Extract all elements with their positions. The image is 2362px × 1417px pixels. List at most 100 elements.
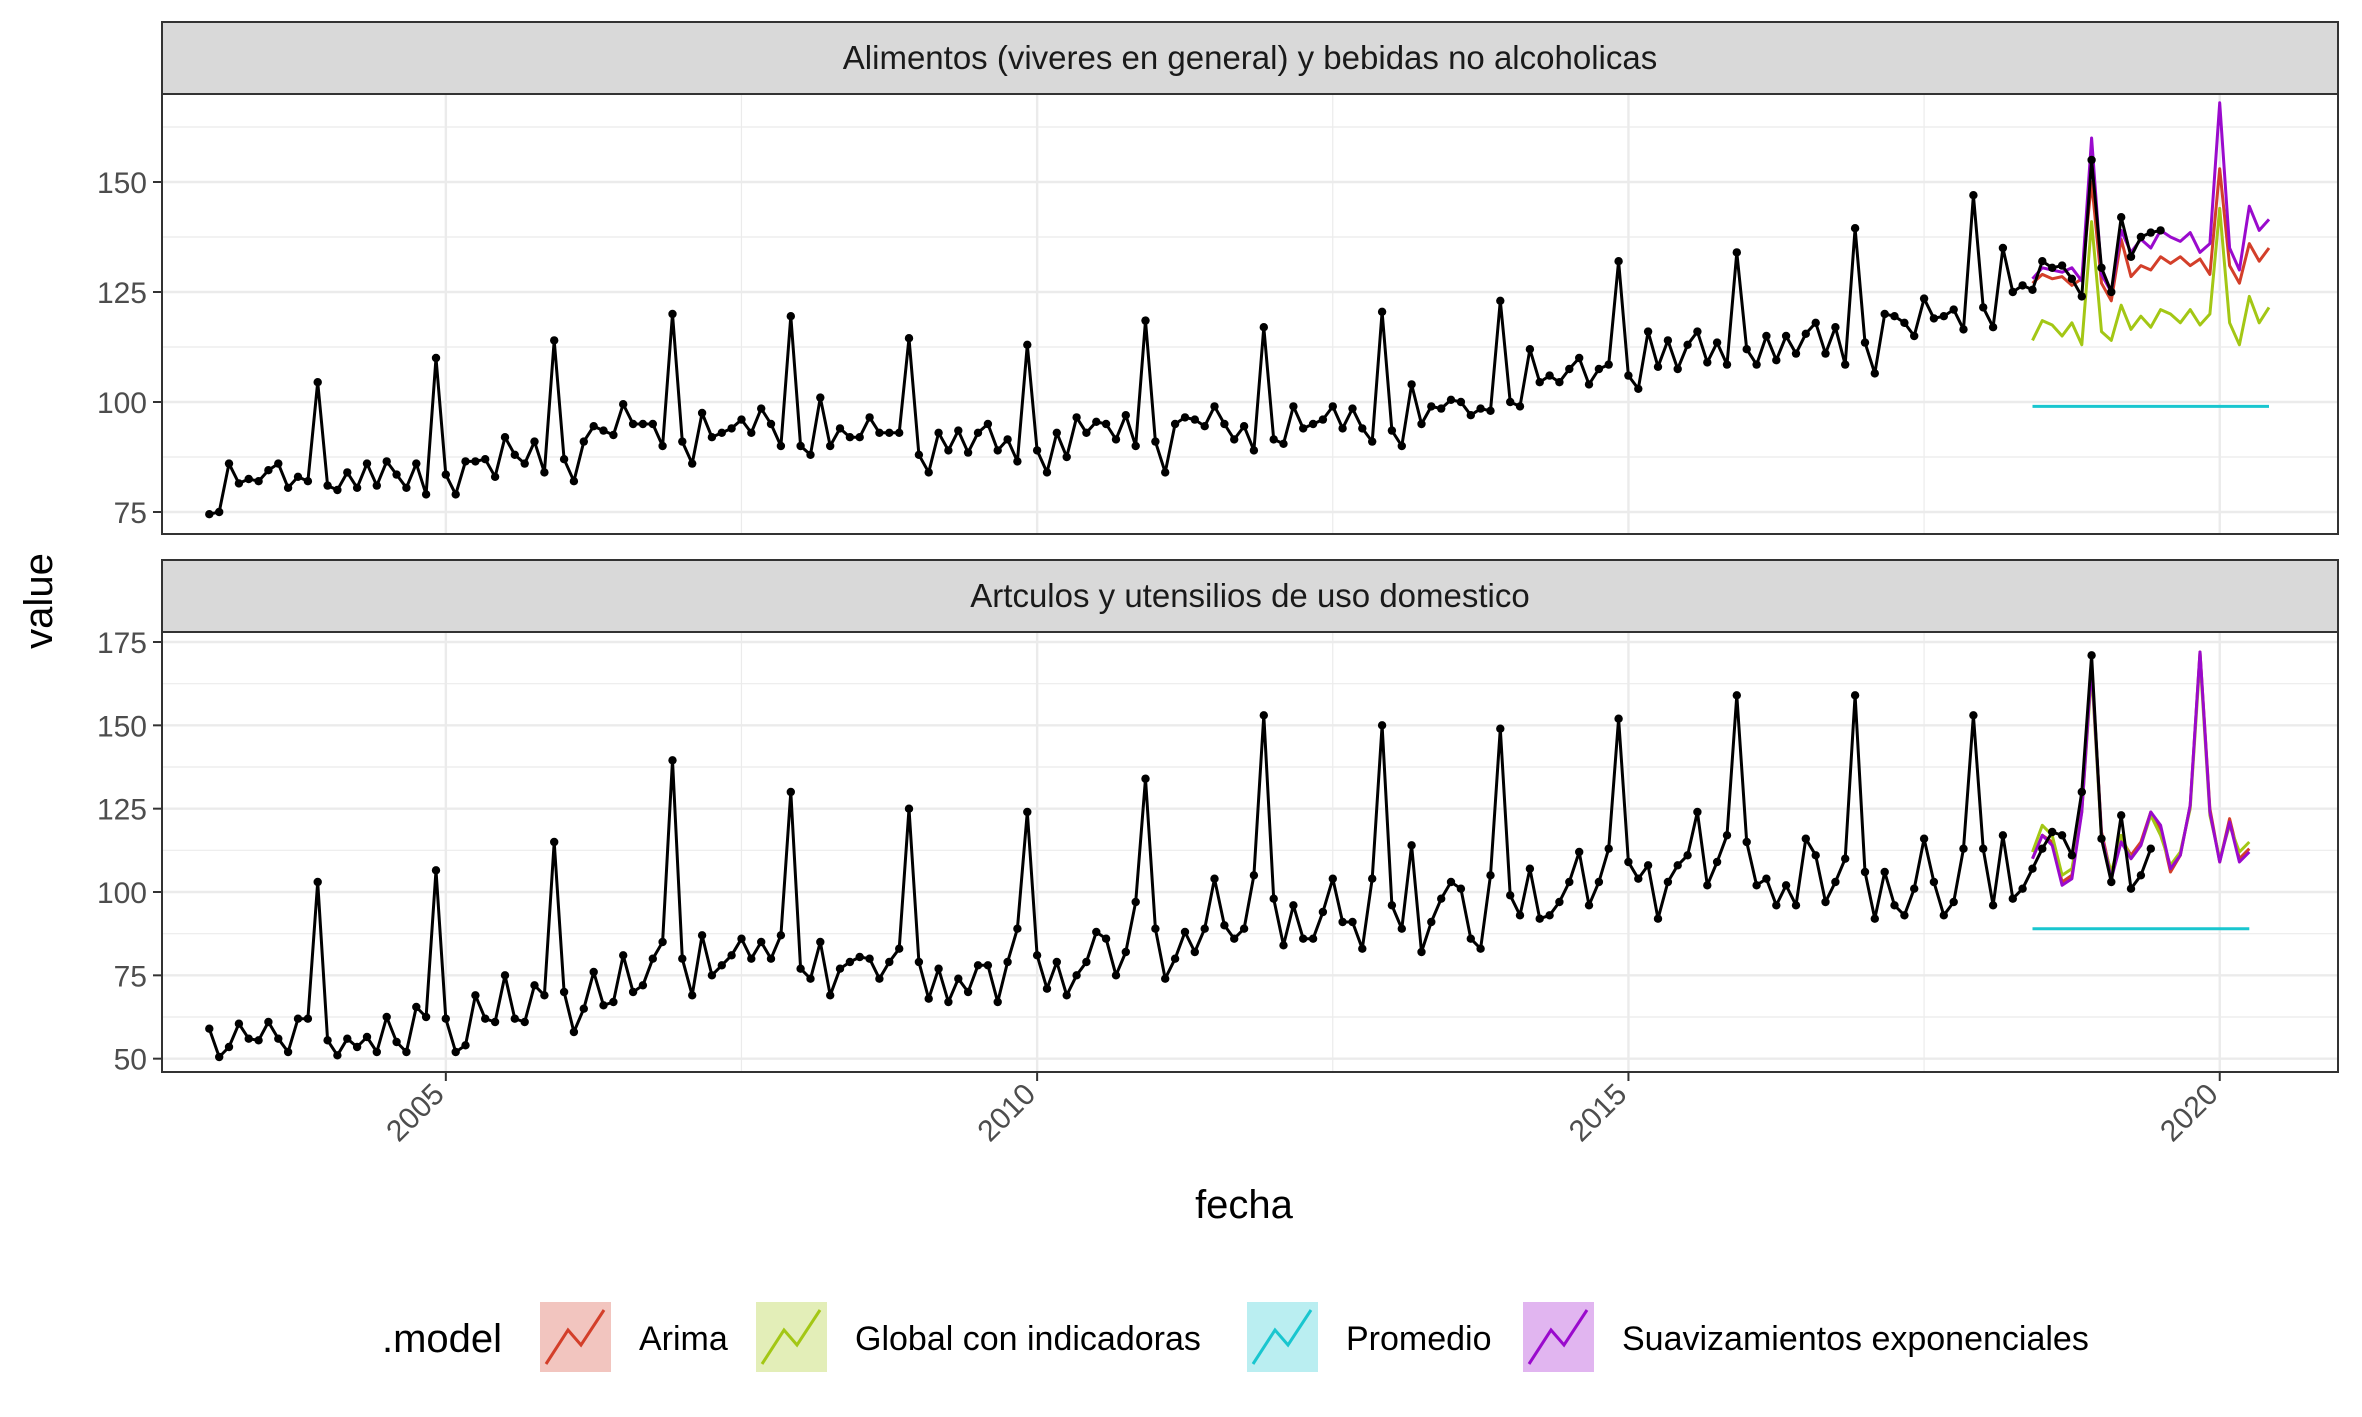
data-point — [1732, 248, 1742, 257]
data-point — [1170, 419, 1180, 429]
data-point — [451, 1047, 460, 1057]
data-point — [1870, 369, 1880, 378]
data-point — [1476, 944, 1485, 953]
data-point — [1377, 307, 1387, 316]
data-point — [569, 477, 579, 486]
data-point — [885, 957, 894, 967]
data-point — [1791, 349, 1801, 358]
data-point — [1712, 338, 1722, 347]
data-point — [983, 419, 993, 429]
data-point — [1525, 345, 1535, 354]
data-point — [1929, 877, 1939, 887]
data-point — [352, 1042, 362, 1052]
data-point — [638, 419, 648, 429]
data-point — [362, 459, 372, 468]
data-point — [1555, 897, 1564, 907]
y-tick-label: 75 — [114, 497, 147, 530]
data-point — [1348, 917, 1357, 927]
data-point — [1417, 947, 1426, 957]
data-point — [1220, 419, 1229, 429]
data-point — [1643, 327, 1653, 336]
data-point — [1092, 927, 1101, 937]
legend-key-line — [760, 1309, 822, 1365]
facet-strip — [161, 21, 2339, 95]
data-point — [1880, 309, 1889, 319]
data-point — [1052, 428, 1062, 437]
data-point — [914, 957, 924, 967]
data-point — [2117, 213, 2126, 222]
data-point — [1151, 924, 1160, 933]
data-point — [786, 787, 795, 797]
data-point — [1328, 874, 1338, 883]
data-point — [963, 448, 973, 457]
data-point — [944, 997, 953, 1007]
data-point — [1555, 378, 1564, 387]
data-point — [481, 455, 490, 464]
data-point — [668, 756, 677, 765]
facet-panel-1: Alimentos (viveres en general) y bebidas… — [97, 21, 2339, 535]
data-point — [1446, 877, 1456, 887]
data-point — [579, 437, 588, 446]
data-point — [1032, 446, 1042, 455]
data-point — [1762, 331, 1771, 341]
data-point — [1013, 457, 1022, 466]
data-point — [303, 477, 313, 486]
data-point — [1210, 874, 1219, 883]
data-point — [1890, 312, 1899, 321]
data-point — [490, 1017, 500, 1027]
data-point — [904, 334, 914, 343]
data-point — [1752, 881, 1761, 890]
data-point — [1703, 881, 1712, 890]
data-point — [313, 378, 322, 387]
data-point — [766, 954, 776, 963]
data-point — [2136, 871, 2146, 880]
data-point — [1239, 422, 1249, 431]
data-point — [264, 1017, 273, 1027]
data-point — [678, 437, 687, 446]
data-point — [1594, 364, 1604, 374]
data-point — [1939, 911, 1949, 920]
data-point — [254, 477, 263, 486]
data-point — [1101, 419, 1111, 429]
data-point — [2008, 287, 2018, 297]
data-point — [1210, 402, 1219, 411]
data-point — [1890, 901, 1899, 910]
plot-background — [162, 632, 2338, 1072]
data-point — [1417, 419, 1426, 429]
data-point — [717, 961, 726, 970]
data-point — [1042, 468, 1052, 477]
data-point — [993, 997, 1002, 1007]
data-point — [1338, 917, 1347, 927]
data-point — [924, 468, 933, 477]
data-point — [707, 433, 717, 442]
data-point — [658, 937, 667, 947]
data-point — [1486, 871, 1495, 880]
data-point — [1338, 424, 1347, 433]
data-point — [599, 1001, 608, 1010]
data-point — [421, 1012, 431, 1022]
data-point — [461, 457, 470, 466]
data-point — [1368, 437, 1377, 446]
data-point — [224, 1042, 234, 1052]
data-point — [707, 971, 717, 980]
data-point — [983, 961, 993, 970]
data-point — [1427, 917, 1436, 927]
gridlines — [162, 94, 2338, 534]
data-point — [244, 1034, 253, 1043]
data-point — [717, 428, 726, 437]
series-layer — [205, 101, 2271, 519]
data-point — [688, 991, 697, 1000]
data-point — [1988, 901, 1998, 910]
data-point — [1919, 834, 1929, 843]
data-point — [224, 459, 234, 468]
data-point — [776, 931, 786, 940]
legend-label: Arima — [639, 1320, 728, 1358]
data-point — [993, 446, 1002, 455]
data-point — [1959, 325, 1968, 334]
data-point — [1722, 360, 1732, 369]
data-point — [1900, 318, 1909, 327]
data-point — [1683, 340, 1692, 349]
data-point — [1535, 914, 1544, 923]
data-point — [1032, 951, 1042, 960]
data-point — [530, 437, 539, 446]
